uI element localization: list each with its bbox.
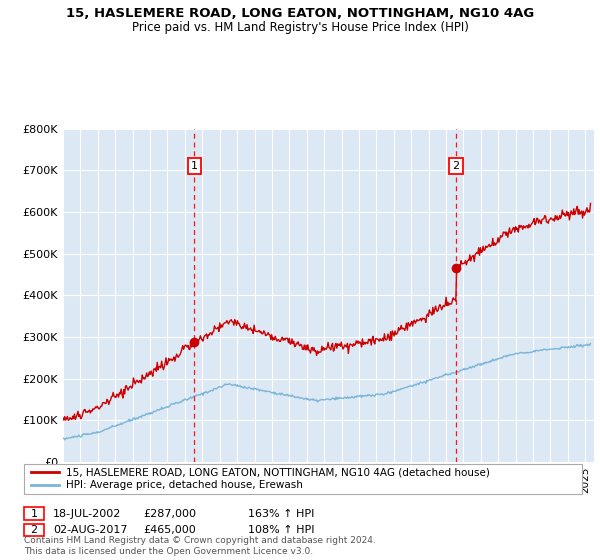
Text: 1: 1 xyxy=(31,508,37,519)
Text: £465,000: £465,000 xyxy=(143,525,196,535)
Text: £287,000: £287,000 xyxy=(143,508,196,519)
Text: 1: 1 xyxy=(191,161,198,171)
Text: 02-AUG-2017: 02-AUG-2017 xyxy=(53,525,127,535)
Text: 108% ↑ HPI: 108% ↑ HPI xyxy=(248,525,314,535)
Text: 2: 2 xyxy=(31,525,37,535)
Text: Price paid vs. HM Land Registry's House Price Index (HPI): Price paid vs. HM Land Registry's House … xyxy=(131,21,469,34)
Text: Contains HM Land Registry data © Crown copyright and database right 2024.
This d: Contains HM Land Registry data © Crown c… xyxy=(24,536,376,556)
Text: 15, HASLEMERE ROAD, LONG EATON, NOTTINGHAM, NG10 4AG: 15, HASLEMERE ROAD, LONG EATON, NOTTINGH… xyxy=(66,7,534,20)
Text: 15, HASLEMERE ROAD, LONG EATON, NOTTINGHAM, NG10 4AG (detached house): 15, HASLEMERE ROAD, LONG EATON, NOTTINGH… xyxy=(66,467,490,477)
Text: HPI: Average price, detached house, Erewash: HPI: Average price, detached house, Erew… xyxy=(66,480,303,491)
Text: 163% ↑ HPI: 163% ↑ HPI xyxy=(248,508,314,519)
Text: 18-JUL-2002: 18-JUL-2002 xyxy=(53,508,121,519)
Text: 2: 2 xyxy=(452,161,460,171)
